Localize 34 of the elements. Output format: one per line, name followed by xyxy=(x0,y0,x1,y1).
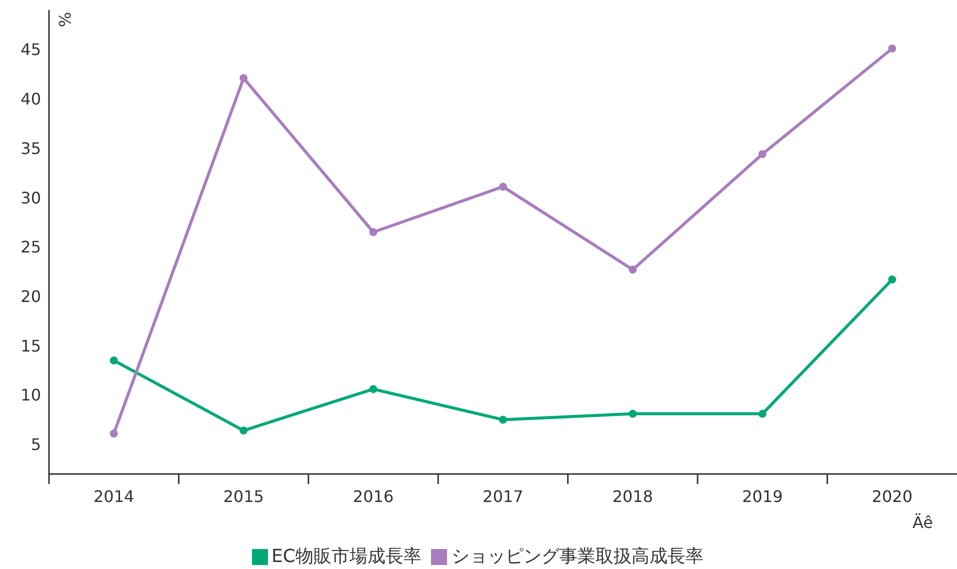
point xyxy=(240,74,248,82)
y-tick-label: 30 xyxy=(20,188,41,208)
point xyxy=(499,182,507,191)
legend-label: EC物販市場成長率 xyxy=(272,546,422,567)
y-tick-label: 35 xyxy=(20,138,41,158)
x-tick-label: 2016 xyxy=(352,487,394,506)
point xyxy=(240,426,248,435)
point xyxy=(628,266,637,274)
point xyxy=(758,150,766,158)
y-tick-label: 20 xyxy=(20,286,41,306)
x-tick-label: 2014 xyxy=(94,487,134,506)
y-tick-label: 25 xyxy=(20,238,41,257)
x-tick-label: 2015 xyxy=(223,487,264,506)
point xyxy=(888,44,896,52)
point xyxy=(758,410,766,418)
point xyxy=(888,276,896,284)
point xyxy=(369,228,378,236)
x-tick-label: 2019 xyxy=(742,487,783,506)
y-tick-label: 15 xyxy=(20,336,41,356)
point xyxy=(499,416,507,424)
point xyxy=(110,430,118,438)
y-tick-label: 10 xyxy=(20,386,41,405)
point xyxy=(369,385,378,394)
x-tick-label: 2017 xyxy=(482,487,524,506)
y-tick-label: 5 xyxy=(30,435,41,454)
y-tick-label: 40 xyxy=(20,90,41,109)
x-tick-label: 2020 xyxy=(872,487,912,506)
legend-label: ショッピング事業取扱高成長率 xyxy=(451,546,704,567)
point xyxy=(110,356,118,364)
point xyxy=(628,410,637,418)
x-tick-label: 2018 xyxy=(612,487,654,506)
y-tick-label: 45 xyxy=(20,40,41,60)
x-axis-title: Äê xyxy=(912,513,933,532)
y-axis-title: % xyxy=(55,12,74,28)
